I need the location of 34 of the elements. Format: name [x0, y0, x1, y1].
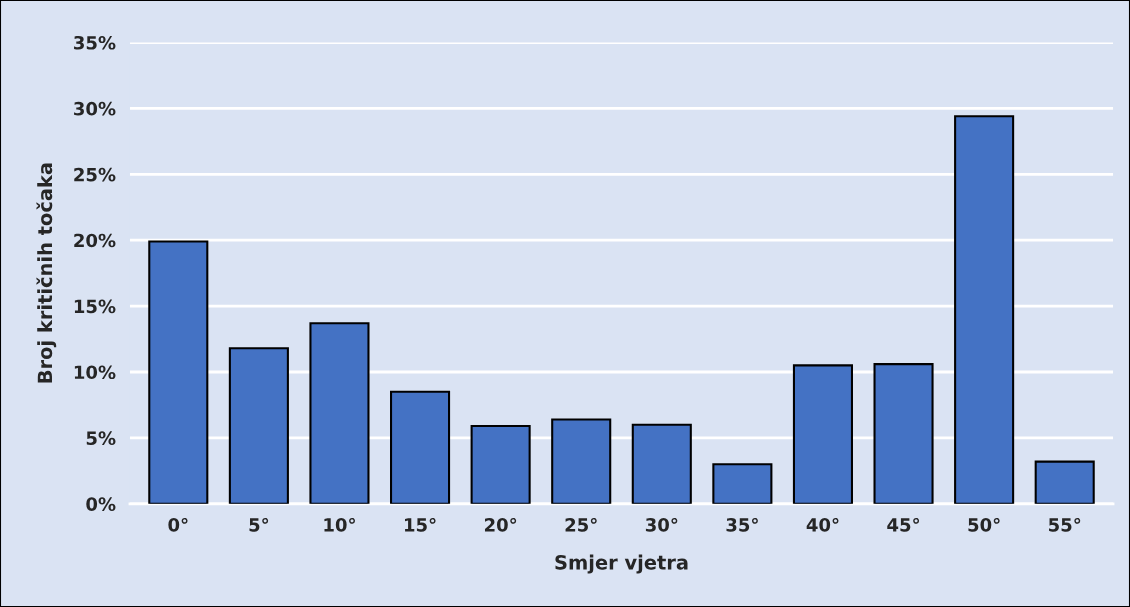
bar: [792, 364, 853, 504]
x-tick-label: 15°: [405, 517, 436, 532]
bar: [309, 322, 370, 504]
bar: [390, 390, 451, 504]
x-tick-label: 40°: [806, 517, 839, 532]
y-tick-label: 0%: [86, 497, 116, 511]
x-tick-label: 45°: [887, 517, 920, 532]
x-tick-label: 5°: [249, 517, 269, 532]
y-tick-label: 15%: [74, 299, 116, 314]
y-tick-label: 35%: [74, 35, 116, 50]
y-tick-label: 25%: [74, 167, 116, 182]
x-tick-label: 0°: [168, 517, 188, 532]
y-tick-label: 20%: [74, 233, 116, 248]
y-axis-title: Broj kritičnih točaka: [36, 163, 57, 383]
x-tick-label: 55°: [1049, 517, 1081, 532]
bar: [551, 418, 612, 504]
bar: [1034, 460, 1095, 504]
x-tick-label: 10°: [324, 517, 355, 532]
bar: [712, 463, 773, 504]
bar: [873, 363, 934, 504]
bar: [228, 347, 289, 504]
x-tick-label: 30°: [645, 517, 678, 532]
x-tick-label: 50°: [968, 517, 1000, 532]
bar: [470, 425, 531, 504]
x-axis-title: Smjer vjetra: [555, 554, 688, 574]
bar: [148, 240, 209, 504]
x-tick-label: 25°: [565, 517, 597, 532]
y-tick-label: 5%: [86, 431, 116, 446]
bar: [631, 423, 692, 504]
bar: [954, 115, 1015, 504]
x-tick-label: 35°: [726, 517, 758, 532]
y-tick-label: 10%: [74, 365, 116, 380]
x-tick-label: 20°: [484, 517, 517, 532]
y-tick-label: 30%: [74, 101, 116, 116]
